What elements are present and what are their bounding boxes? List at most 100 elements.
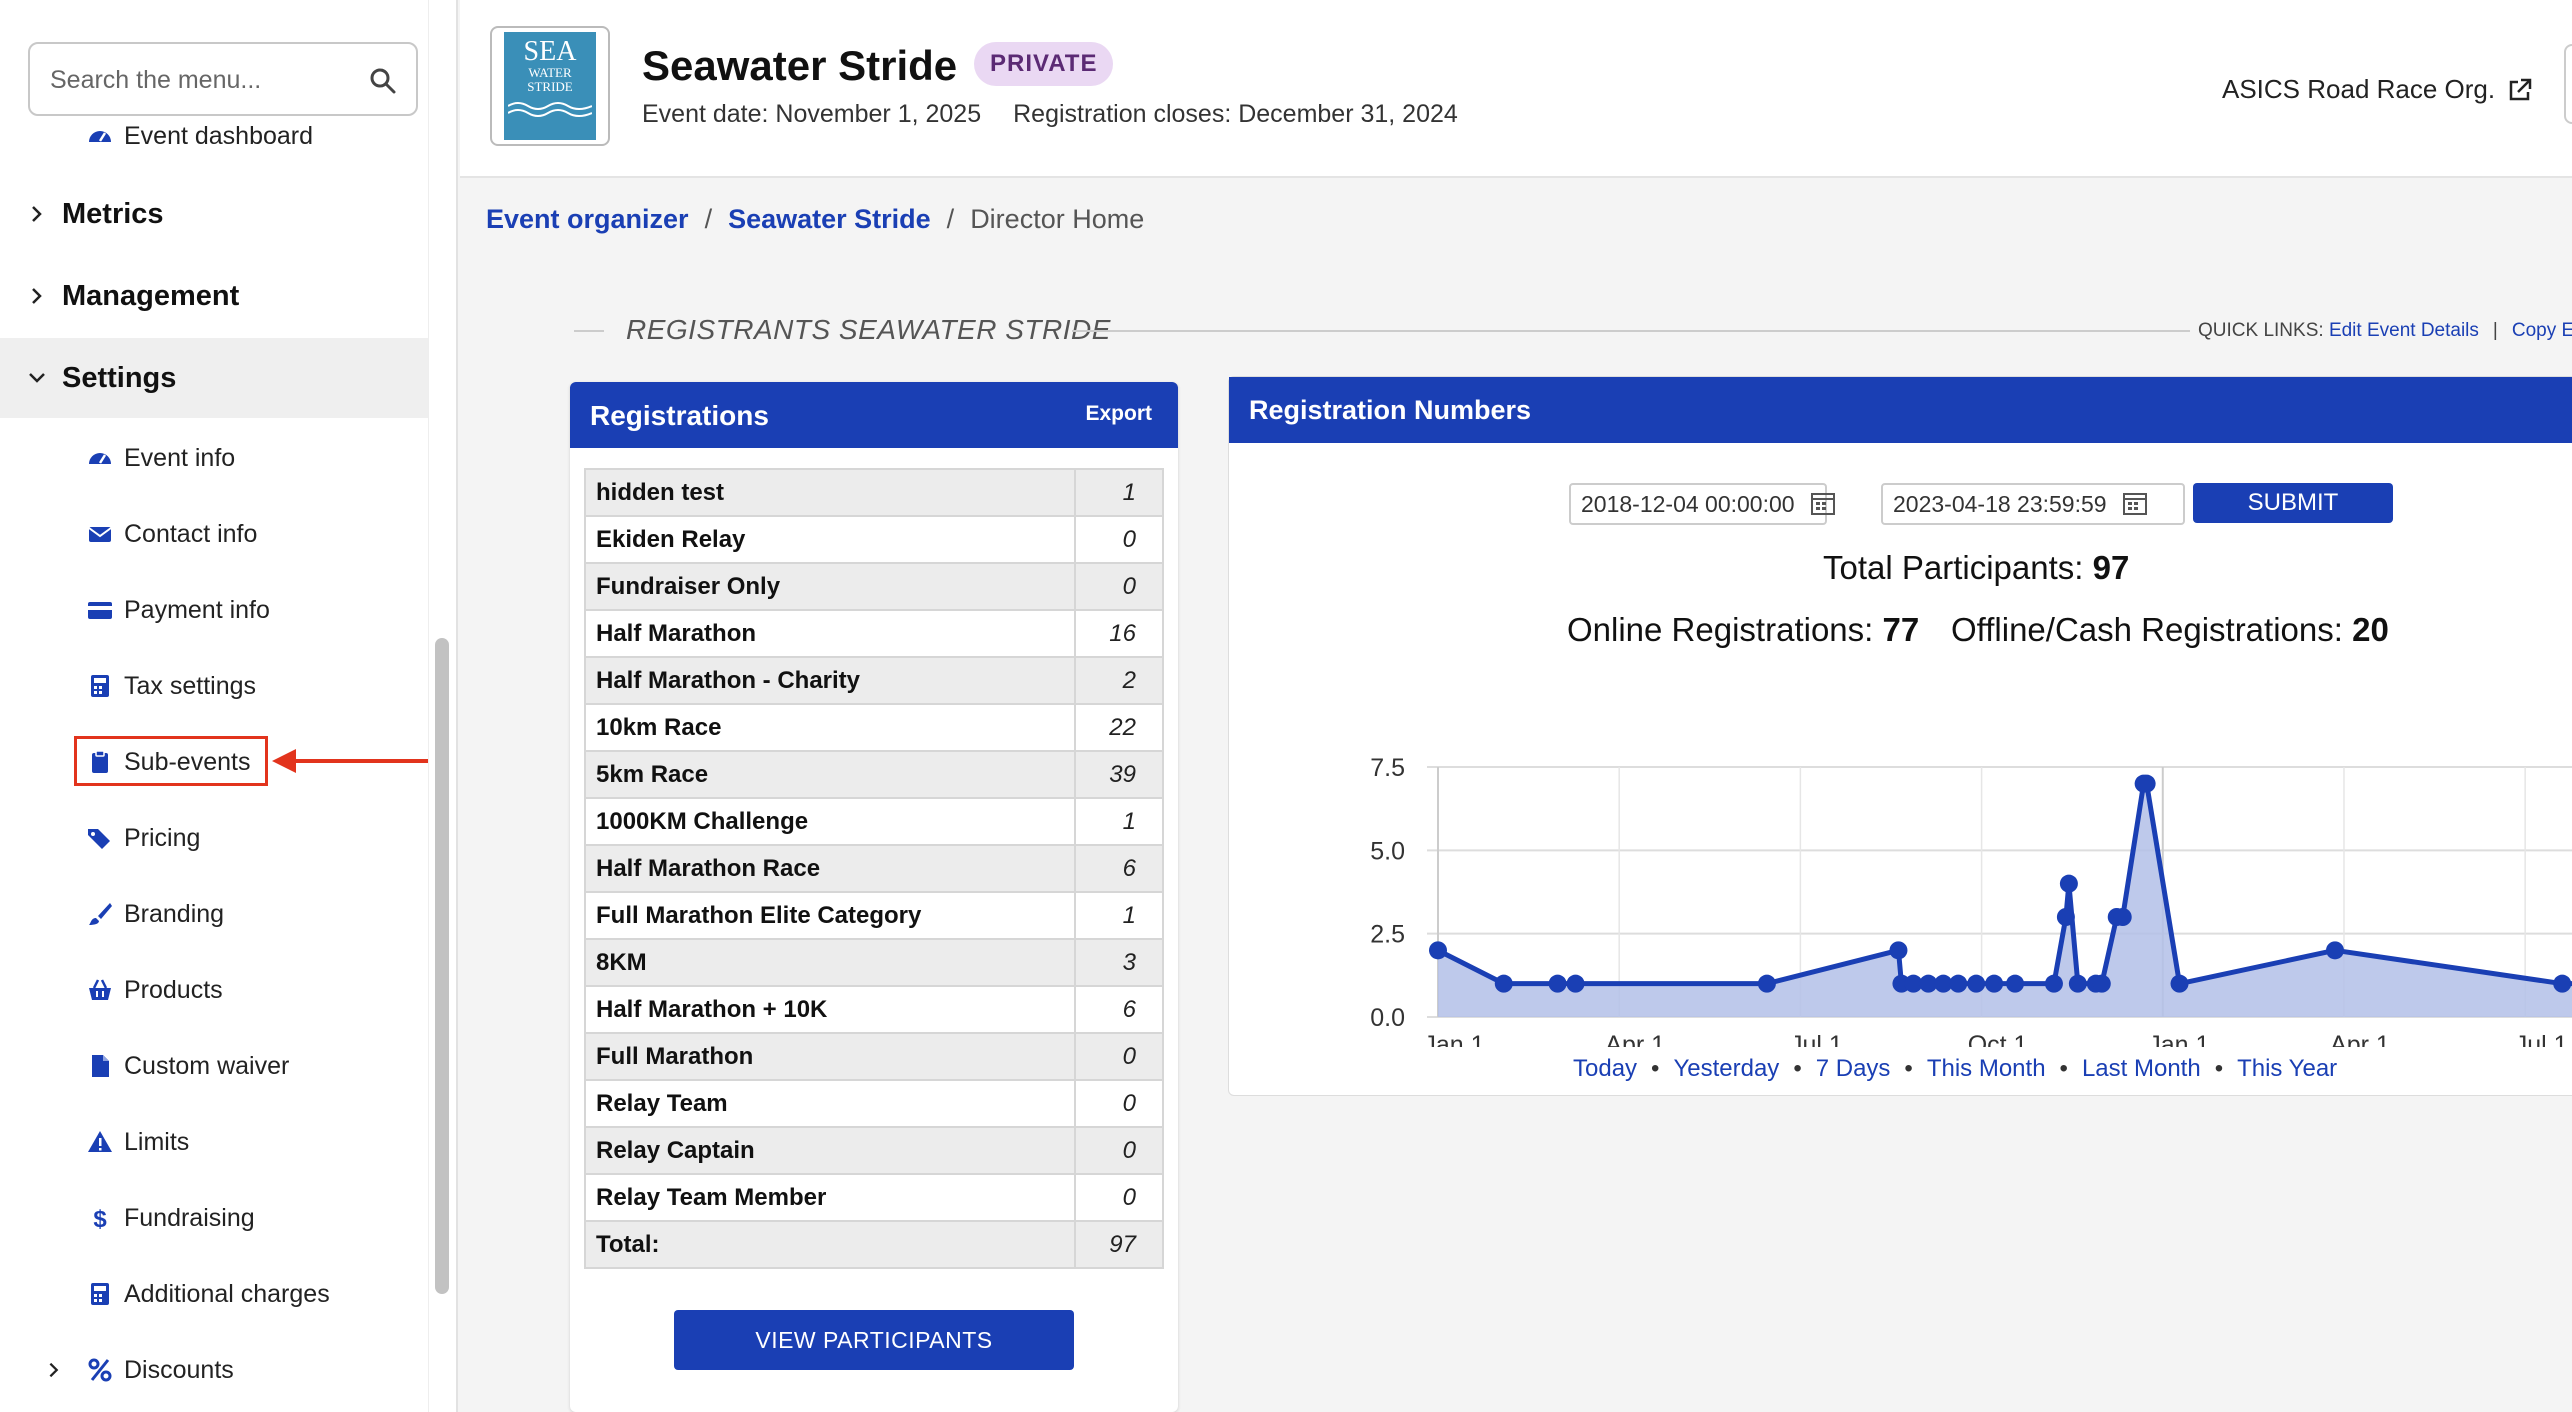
sidebar-item-additional-charges[interactable]: Additional charges	[0, 1264, 430, 1324]
sidebar-item-fundraising[interactable]: $ Fundraising	[0, 1188, 430, 1248]
sub-event-count: 16	[1074, 609, 1164, 658]
sub-event-count: 6	[1074, 844, 1164, 893]
range-link-today[interactable]: Today	[1573, 1055, 1638, 1082]
x-tick-label: Jul 1	[2515, 1031, 2568, 1047]
sidebar-item-event-dashboard[interactable]: Event dashboard	[0, 106, 430, 166]
clipboard-icon	[92, 750, 108, 773]
sidebar-group-label: Management	[62, 279, 240, 312]
table-row: Half Marathon - Charity 2	[584, 656, 1164, 705]
breadcrumb-event-organizer[interactable]: Event organizer	[486, 204, 689, 234]
sub-event-count: 3	[1074, 938, 1164, 987]
calendar-icon[interactable]	[2121, 489, 2149, 517]
gauge-icon	[89, 131, 111, 142]
calculator-icon	[91, 675, 109, 697]
header-menu-button[interactable]	[2564, 44, 2572, 124]
sub-event-count: 0	[1074, 1032, 1164, 1081]
sidebar-item-pricing[interactable]: Pricing	[0, 808, 430, 868]
data-point	[1934, 974, 1953, 993]
scrollbar-thumb[interactable]	[435, 638, 449, 1294]
quick-links-label: QUICK LINKS:	[2198, 320, 2324, 341]
registration-numbers-title: Registration Numbers	[1249, 395, 1532, 425]
sidebar-item-custom-waiver[interactable]: Custom waiver	[0, 1036, 430, 1096]
table-row: 5km Race 39	[584, 750, 1164, 799]
range-link-yesterday[interactable]: Yesterday	[1673, 1055, 1780, 1082]
status-badge: PRIVATE	[974, 42, 1114, 86]
x-tick-label: Apr 1	[1605, 1031, 1665, 1047]
organization-name: ASICS Road Race Org.	[2222, 74, 2496, 104]
sidebar-item-tax-settings[interactable]: Tax settings	[0, 656, 430, 716]
table-row: Full Marathon 0	[584, 1032, 1164, 1081]
sidebar-scrollbar[interactable]	[428, 0, 456, 1412]
sidebar-group-metrics[interactable]: Metrics	[0, 174, 430, 254]
table-row: Ekiden Relay 0	[584, 515, 1164, 564]
link-separator: •	[1651, 1055, 1660, 1082]
y-tick-label: 5.0	[1370, 837, 1405, 865]
sub-event-name: Half Marathon + 10K	[584, 985, 1076, 1034]
calculator-icon	[91, 1283, 109, 1305]
sidebar-item-label: Event dashboard	[124, 121, 314, 150]
breadcrumb-current: Director Home	[970, 204, 1145, 234]
sub-event-count: 22	[1074, 703, 1164, 752]
sidebar-item-payment-info[interactable]: Payment info	[0, 580, 430, 640]
table-row: Total: 97	[584, 1220, 1164, 1269]
range-link-last-month[interactable]: Last Month	[2081, 1055, 2201, 1082]
data-point	[1494, 974, 1513, 993]
quick-links-separator: |	[2492, 320, 2498, 341]
chevron-right-icon	[32, 206, 42, 222]
sub-event-count: 0	[1074, 562, 1164, 611]
sidebar-item-limits[interactable]: Limits	[0, 1112, 430, 1172]
sidebar-item-branding[interactable]: Branding	[0, 884, 430, 944]
sidebar-item-sub-events[interactable]: Sub-events	[0, 732, 430, 792]
quick-link-copy-event[interactable]: Copy E	[2511, 320, 2572, 341]
sidebar-item-event-info[interactable]: Event info	[0, 428, 430, 488]
sub-event-count: 1	[1074, 891, 1164, 940]
offline-value: 20	[2352, 611, 2389, 648]
series-line	[1436, 781, 2572, 987]
search-icon[interactable]	[368, 66, 398, 96]
registration-numbers-header: Registration Numbers	[1229, 377, 2572, 443]
registrations-title: Registrations	[590, 400, 769, 431]
x-tick-label: Jan 1	[1423, 1031, 1484, 1047]
data-point	[1904, 974, 1923, 993]
registrations-table: hidden test 1 Ekiden Relay 0 Fundraiser Only…	[584, 468, 1164, 1269]
online-label: Online Registrations:	[1567, 611, 1874, 648]
menu-search-input[interactable]	[50, 60, 350, 100]
sub-event-count: 97	[1074, 1220, 1164, 1269]
section-title: REGISTRANTS SEAWATER STRIDE	[626, 314, 1111, 345]
menu-search-box[interactable]	[28, 42, 418, 116]
quick-link-edit-event[interactable]: Edit Event Details	[2328, 320, 2479, 341]
x-tick-label: Jul 1	[1790, 1031, 1843, 1047]
data-point	[1548, 974, 1567, 993]
range-link-this-year[interactable]: This Year	[2237, 1055, 2338, 1082]
sidebar-item-label: Tax settings	[124, 671, 257, 700]
sidebar-group-management[interactable]: Management	[0, 256, 430, 336]
sub-event-name: 10km Race	[584, 703, 1076, 752]
start-date-input[interactable]	[1569, 483, 1827, 525]
sidebar-item-label: Payment info	[124, 595, 270, 624]
y-tick-label: 0.0	[1370, 1004, 1405, 1032]
total-participants: Total Participants: 97	[1823, 549, 2129, 587]
paintbrush-icon	[89, 903, 112, 925]
data-point	[2113, 908, 2132, 926]
submit-button[interactable]: SUBMIT	[2193, 483, 2393, 523]
link-separator: •	[2059, 1055, 2068, 1082]
sidebar-group-settings[interactable]: Settings	[0, 338, 430, 418]
registrations-header: Registrations Export	[570, 382, 1178, 448]
link-separator: •	[1904, 1055, 1913, 1082]
table-row: Half Marathon Race 6	[584, 844, 1164, 893]
breadcrumb-seawater-stride[interactable]: Seawater Stride	[728, 204, 931, 234]
end-date-input[interactable]	[1881, 483, 2185, 525]
data-point	[1919, 974, 1938, 993]
organization-link[interactable]: ASICS Road Race Org.	[2222, 74, 2533, 105]
sidebar-item-discounts[interactable]: Discounts	[0, 1340, 430, 1400]
export-button[interactable]: Export	[1085, 402, 1152, 425]
sidebar-item-products[interactable]: Products	[0, 960, 430, 1020]
event-meta: Event date: November 1, 2025 Registration…	[642, 100, 1458, 129]
range-link-7-days[interactable]: 7 Days	[1815, 1055, 1891, 1082]
sidebar-item-contact-info[interactable]: Contact info	[0, 504, 430, 564]
sub-event-name: Relay Team	[584, 1079, 1076, 1128]
range-link-this-month[interactable]: This Month	[1926, 1055, 2046, 1082]
view-participants-button[interactable]: VIEW PARTICIPANTS	[674, 1310, 1074, 1370]
sub-event-name: Full Marathon	[584, 1032, 1076, 1081]
calendar-icon[interactable]	[1809, 489, 1837, 517]
